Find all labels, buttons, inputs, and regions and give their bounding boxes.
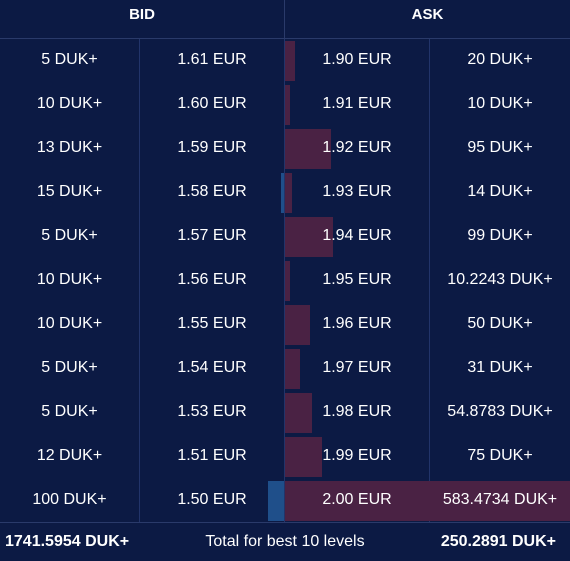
bid-column-header: BID — [129, 6, 155, 23]
order-row[interactable]: 10 DUK+ 1.60 EUR 1.91 EUR 10 DUK+ — [0, 83, 570, 127]
order-row[interactable]: 13 DUK+ 1.59 EUR 1.92 EUR 95 DUK+ — [0, 127, 570, 171]
bid-price: 1.61 EUR — [177, 51, 247, 68]
column-divider — [429, 39, 430, 523]
order-row[interactable]: 10 DUK+ 1.55 EUR 1.96 EUR 50 DUK+ — [0, 303, 570, 347]
bid-quantity: 100 DUK+ — [32, 491, 107, 508]
column-divider — [139, 39, 140, 523]
bid-price: 1.51 EUR — [177, 447, 247, 464]
bid-quantity: 5 DUK+ — [41, 359, 98, 376]
ask-price: 1.93 EUR — [322, 183, 392, 200]
ask-price: 1.91 EUR — [322, 95, 392, 112]
ask-price: 1.95 EUR — [322, 271, 392, 288]
ask-price: 2.00 EUR — [322, 491, 392, 508]
ask-quantity: 10.2243 DUK+ — [447, 271, 553, 288]
order-row[interactable]: 5 DUK+ 1.54 EUR 1.97 EUR 31 DUK+ — [0, 347, 570, 391]
totals-label: Total for best 10 levels — [205, 533, 365, 550]
ask-quantity: 31 DUK+ — [467, 359, 533, 376]
ask-quantity: 583.4734 DUK+ — [442, 491, 558, 508]
ask-quantity: 99 DUK+ — [467, 227, 533, 244]
order-book-footer: 1741.5954 DUK+ Total for best 10 levels … — [0, 522, 570, 561]
bid-price: 1.54 EUR — [177, 359, 247, 376]
bid-price: 1.53 EUR — [177, 403, 247, 420]
order-row[interactable]: 15 DUK+ 1.58 EUR 1.93 EUR 14 DUK+ — [0, 171, 570, 215]
ask-depth-bar — [285, 41, 295, 81]
bid-quantity: 15 DUK+ — [36, 183, 103, 200]
bid-quantity: 10 DUK+ — [36, 95, 103, 112]
ask-quantity: 75 DUK+ — [467, 447, 533, 464]
ask-price: 1.99 EUR — [322, 447, 392, 464]
order-book-header: BID ASK — [0, 0, 570, 39]
ask-quantity: 54.8783 DUK+ — [447, 403, 553, 420]
order-row[interactable]: 5 DUK+ 1.57 EUR 1.94 EUR 99 DUK+ — [0, 215, 570, 259]
ask-depth-bar — [285, 481, 570, 521]
ask-depth-bar — [285, 85, 290, 125]
ask-price: 1.96 EUR — [322, 315, 392, 332]
ask-depth-bar — [285, 305, 310, 345]
ask-quantity: 95 DUK+ — [467, 139, 533, 156]
order-row[interactable]: 5 DUK+ 1.61 EUR 1.90 EUR 20 DUK+ — [0, 39, 570, 83]
ask-depth-bar — [285, 217, 333, 257]
bid-price: 1.58 EUR — [177, 183, 247, 200]
bid-price: 1.57 EUR — [177, 227, 247, 244]
ask-price: 1.98 EUR — [322, 403, 392, 420]
ask-quantity: 20 DUK+ — [467, 51, 533, 68]
order-row[interactable]: 100 DUK+ 1.50 EUR 2.00 EUR 583.4734 DUK+ — [0, 479, 570, 523]
ask-depth-bar — [285, 437, 322, 477]
ask-quantity: 10 DUK+ — [467, 95, 533, 112]
ask-depth-bar — [285, 173, 292, 213]
order-row[interactable]: 5 DUK+ 1.53 EUR 1.98 EUR 54.8783 DUK+ — [0, 391, 570, 435]
ask-total: 250.2891 DUK+ — [440, 533, 556, 550]
ask-depth-bar — [285, 261, 290, 301]
ask-depth-bar — [285, 349, 300, 389]
bid-total: 1741.5954 DUK+ — [5, 533, 130, 550]
bid-price: 1.59 EUR — [177, 139, 247, 156]
bid-depth-bar — [268, 481, 284, 521]
ask-price: 1.94 EUR — [322, 227, 392, 244]
bid-quantity: 5 DUK+ — [41, 227, 98, 244]
order-row[interactable]: 12 DUK+ 1.51 EUR 1.99 EUR 75 DUK+ — [0, 435, 570, 479]
bid-quantity: 10 DUK+ — [36, 271, 103, 288]
bid-quantity: 10 DUK+ — [36, 315, 103, 332]
header-divider — [284, 0, 285, 38]
bid-quantity: 5 DUK+ — [41, 403, 98, 420]
bid-price: 1.55 EUR — [177, 315, 247, 332]
ask-price: 1.92 EUR — [322, 139, 392, 156]
bid-price: 1.50 EUR — [177, 491, 247, 508]
column-divider — [284, 39, 285, 523]
order-book-rows: 5 DUK+ 1.61 EUR 1.90 EUR 20 DUK+ 10 DUK+ 1.60… — [0, 39, 570, 523]
ask-depth-bar — [285, 129, 331, 169]
bid-quantity: 13 DUK+ — [36, 139, 103, 156]
bid-price: 1.60 EUR — [177, 95, 247, 112]
ask-price: 1.97 EUR — [322, 359, 392, 376]
bid-quantity: 5 DUK+ — [41, 51, 98, 68]
bid-quantity: 12 DUK+ — [36, 447, 103, 464]
ask-quantity: 50 DUK+ — [467, 315, 533, 332]
ask-price: 1.90 EUR — [322, 51, 392, 68]
ask-quantity: 14 DUK+ — [467, 183, 533, 200]
bid-price: 1.56 EUR — [177, 271, 247, 288]
ask-column-header: ASK — [411, 6, 444, 23]
order-row[interactable]: 10 DUK+ 1.56 EUR 1.95 EUR 10.2243 DUK+ — [0, 259, 570, 303]
ask-depth-bar — [285, 393, 312, 433]
bid-depth-bar — [281, 173, 284, 213]
